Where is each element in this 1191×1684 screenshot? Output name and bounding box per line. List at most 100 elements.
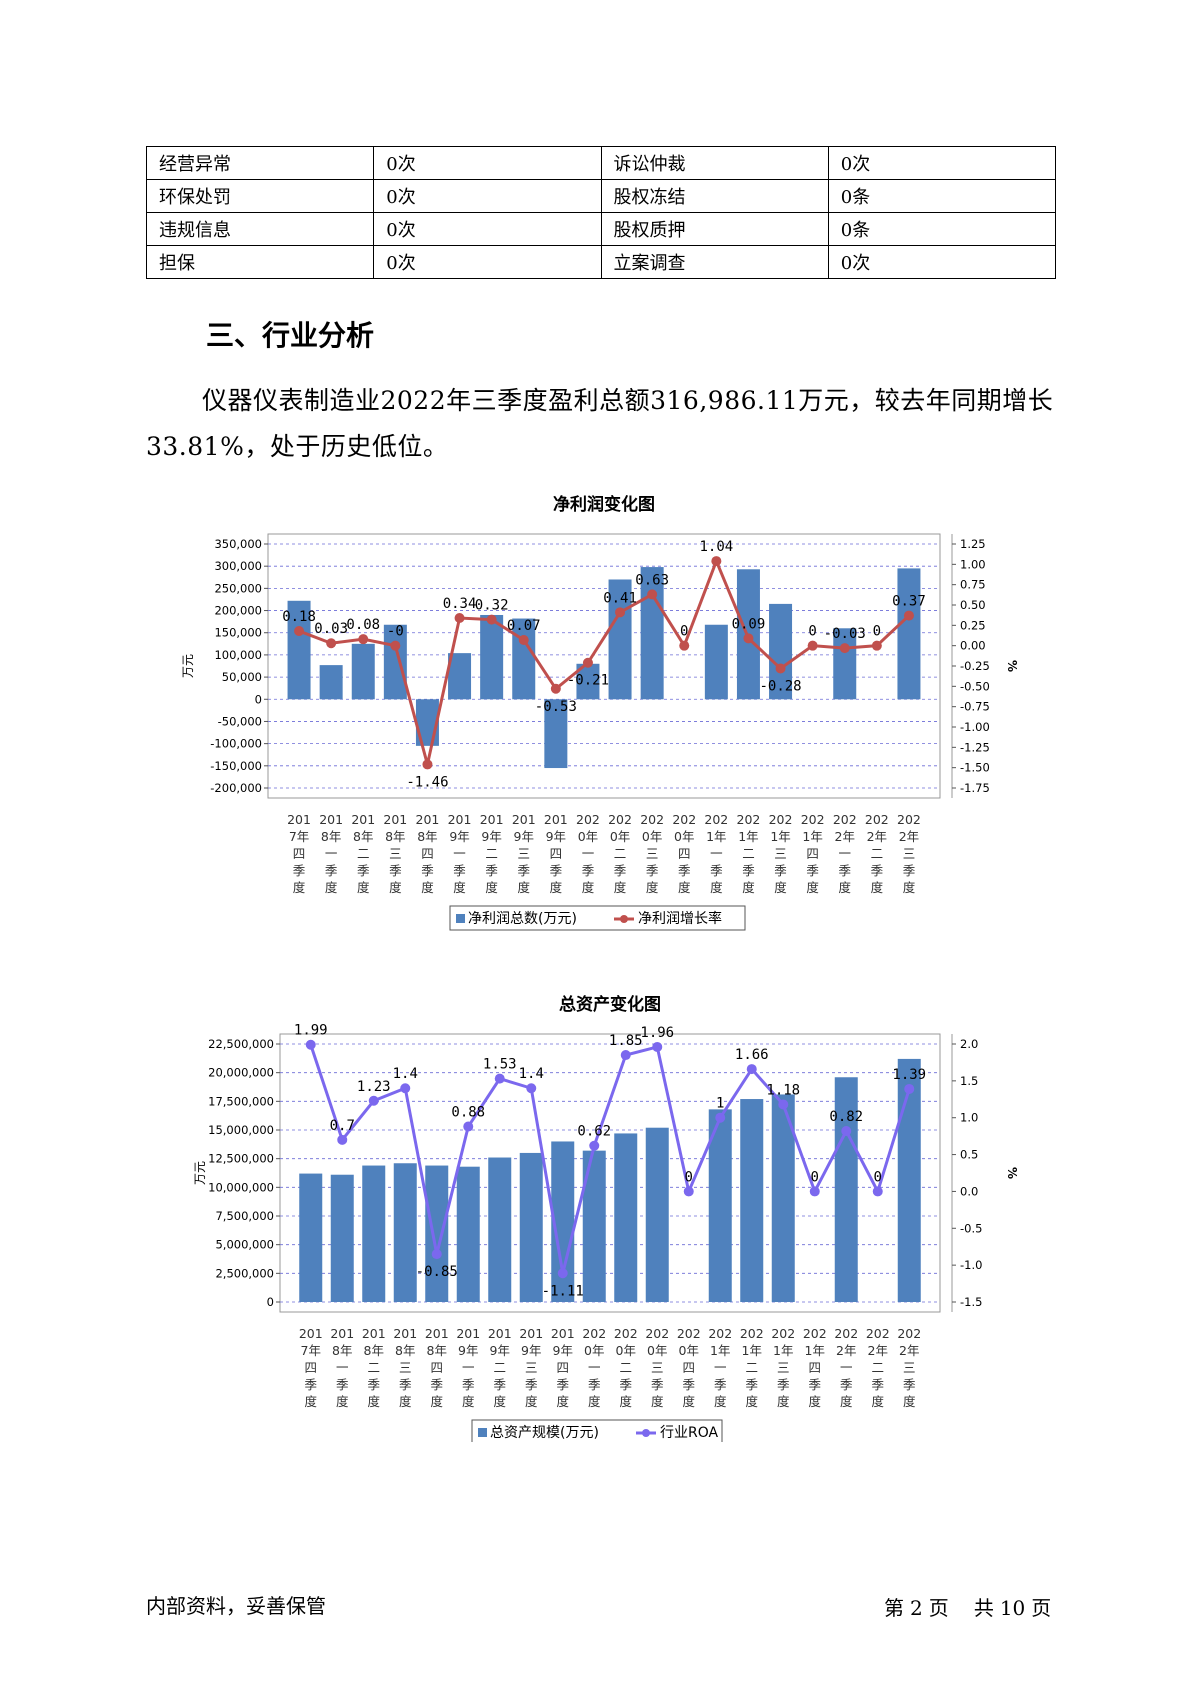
risk-item-count: 0次 <box>373 146 602 180</box>
y2-tick-label: 0.50 <box>960 598 986 612</box>
legend-bar-swatch <box>478 1428 487 1437</box>
line-point <box>679 640 690 651</box>
line-point <box>582 657 593 668</box>
y-tick-label: 300,000 <box>214 559 262 573</box>
y-tick-label: -150,000 <box>210 759 262 773</box>
bar <box>544 699 568 769</box>
x-tick-label: 202 0年四季度 <box>672 812 696 895</box>
data-label: 0 <box>874 1169 882 1185</box>
line-point <box>620 1050 631 1061</box>
y-tick-label: -50,000 <box>218 714 262 728</box>
bar <box>456 1166 480 1302</box>
x-tick-label: 201 8年一季度 <box>330 1326 354 1409</box>
x-tick-label: 202 1年一季度 <box>704 812 728 895</box>
y-tick-label: 12,500,000 <box>208 1152 274 1166</box>
y2-tick-label: 1.5 <box>960 1074 978 1088</box>
data-label: 0.32 <box>475 598 509 614</box>
risk-item-label: 立案调查 <box>600 245 829 279</box>
y-tick-label: 2,500,000 <box>215 1266 274 1280</box>
data-label: -1.11 <box>542 1283 584 1299</box>
y2-tick-label: 1.0 <box>960 1111 978 1125</box>
total-label-1: 共 <box>973 1596 994 1620</box>
data-label: 0.62 <box>577 1124 611 1140</box>
x-tick-label: 202 2年三季度 <box>897 1326 921 1409</box>
risk-item-label: 股权质押 <box>600 212 829 246</box>
risk-item-label: 违规信息 <box>145 212 375 246</box>
legend-bar-label: 净利润总数(万元) <box>468 911 577 927</box>
x-tick-label: 201 8年三季度 <box>393 1326 417 1409</box>
y-tick-label: 0 <box>255 692 262 706</box>
legend-line-label: 行业ROA <box>660 1425 719 1441</box>
line-point <box>615 607 626 618</box>
line-point <box>550 683 561 694</box>
y2-tick-label: 1.25 <box>960 537 986 551</box>
x-tick-label: 202 1年四季度 <box>803 1326 827 1409</box>
risk-item-count: 0条 <box>827 212 1057 246</box>
x-tick-label: 202 2年二季度 <box>865 812 889 895</box>
data-label: 1.96 <box>640 1025 674 1041</box>
y2-tick-label: 0.0 <box>960 1184 978 1198</box>
x-tick-label: 202 0年一季度 <box>576 812 600 895</box>
line-point <box>337 1134 348 1145</box>
x-tick-label: 202 0年二季度 <box>608 812 632 895</box>
bar <box>740 1099 764 1302</box>
bar <box>771 1094 795 1302</box>
risk-item-label: 环保处罚 <box>145 179 375 213</box>
page-label-1: 第 <box>884 1596 904 1620</box>
bar <box>834 1077 858 1302</box>
bar <box>645 1127 669 1302</box>
data-label: 0 <box>873 624 881 640</box>
data-label: 1.85 <box>609 1033 643 1049</box>
y-axis-label: 万元 <box>181 654 195 678</box>
bar <box>287 600 311 700</box>
y2-tick-label: -0.75 <box>960 700 990 714</box>
series-line <box>309 1044 911 1274</box>
data-label: 1.23 <box>357 1079 391 1095</box>
line-point <box>326 638 337 649</box>
total-assets-chart: 总资产变化图22,500,00020,000,00017,500,00015,0… <box>193 994 1019 1442</box>
y-tick-label: -200,000 <box>210 781 262 795</box>
bar <box>769 603 793 700</box>
bar <box>640 567 664 700</box>
x-tick-label: 201 8年一季度 <box>319 812 343 895</box>
risk-row: 经营异常 0次 诉讼仲裁 0次 <box>145 146 1057 180</box>
risk-item-count: 0次 <box>827 245 1057 279</box>
data-label: 0.08 <box>346 617 380 633</box>
y-axis-label: 万元 <box>193 1161 207 1185</box>
y-tick-label: 0 <box>267 1295 274 1309</box>
legend-line-swatch <box>620 915 628 923</box>
x-tick-label: 202 1年二季度 <box>740 1326 764 1409</box>
footer-confidential: 内部资料，妥善保管 <box>146 1594 326 1618</box>
x-tick-label: 201 8年二季度 <box>362 1326 386 1409</box>
data-label: -0.03 <box>824 626 866 642</box>
x-tick-label: 202 0年四季度 <box>677 1326 701 1409</box>
bar <box>299 1173 323 1302</box>
line-point <box>904 1083 915 1094</box>
data-label: 0 <box>811 1169 819 1185</box>
line-point <box>589 1140 600 1151</box>
x-tick-label: 202 0年三季度 <box>640 812 664 895</box>
line-point <box>518 634 529 645</box>
total-label-2: 页 <box>1031 1596 1052 1620</box>
y-tick-label: 10,000,000 <box>208 1180 274 1194</box>
data-label: 0.88 <box>451 1105 485 1121</box>
y2-tick-label: 0.00 <box>960 639 986 653</box>
y-tick-label: 100,000 <box>214 648 262 662</box>
y-tick-label: 50,000 <box>222 670 262 684</box>
line-point <box>454 613 465 624</box>
y2-tick-label: -1.75 <box>960 781 990 795</box>
y2-axis-label: % <box>1005 660 1019 672</box>
bar <box>708 1109 732 1302</box>
data-label: 1 <box>716 1096 724 1112</box>
data-label: -1.46 <box>406 774 448 790</box>
net-profit-chart: 净利润变化图 350,000 300,000 250,000 200,000 150,00… <box>181 494 1019 931</box>
data-label: 0.03 <box>314 621 348 637</box>
y2-tick-label: 2.0 <box>960 1037 978 1051</box>
data-label: 0.09 <box>732 616 766 632</box>
x-tick-label: 201 7年四季度 <box>287 812 311 895</box>
bar <box>488 1157 512 1302</box>
x-tick-label: 202 1年一季度 <box>708 1326 732 1409</box>
line-point <box>390 640 401 651</box>
y-tick-label: 22,500,000 <box>208 1037 274 1051</box>
